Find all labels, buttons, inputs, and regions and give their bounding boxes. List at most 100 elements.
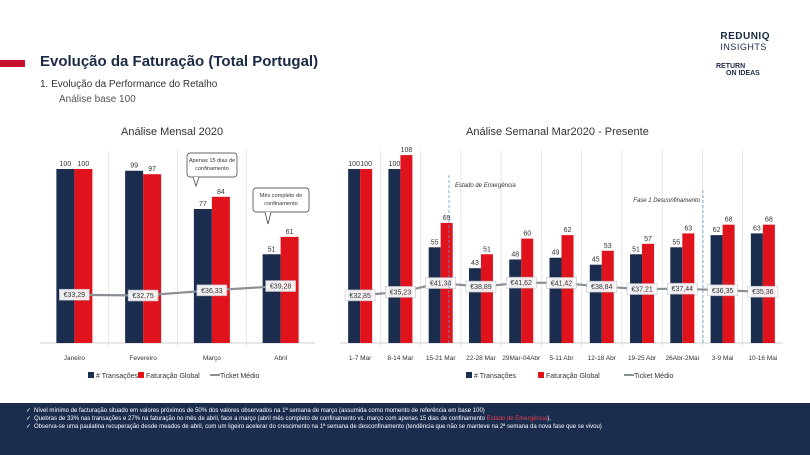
weekly-ticket-label: €35,36: [752, 289, 774, 296]
weekly-ticket-label-box: [385, 286, 416, 298]
weekly-bar-faturacao: [400, 155, 413, 343]
monthly-bar-faturacao: [74, 169, 93, 343]
weekly-ticket-label: €37,21: [631, 287, 653, 294]
weekly-label-transacoes: 48: [511, 251, 519, 258]
weekly-ticket-label-box: [425, 277, 456, 289]
monthly-chart-title: Análise Mensal 2020: [121, 126, 224, 138]
weekly-label-faturacao: 62: [564, 227, 572, 234]
callout-15-days-text: Apenas 15 dias de: [189, 158, 235, 164]
weekly-label-transacoes: 55: [431, 239, 439, 246]
monthly-ticket-label-box: [265, 280, 296, 292]
weekly-label-transacoes: 51: [632, 246, 640, 253]
weekly-ticket-label-box: [546, 277, 577, 289]
monthly-ticket-label-box: [59, 288, 90, 301]
weekly-bar-faturacao: [480, 254, 493, 343]
weekly-bar-faturacao: [521, 238, 534, 343]
monthly-bar-transacoes: [125, 170, 144, 343]
weekly-label-transacoes: 49: [552, 250, 560, 257]
weekly-bar-faturacao: [601, 250, 614, 343]
page-title: Evolução da Faturação (Total Portugal): [40, 53, 319, 70]
monthly-label-transacoes: 99: [130, 163, 138, 170]
weekly-category-label: 3-9 Mai: [712, 355, 734, 362]
monthly-legend-label: Ticket Médio: [220, 373, 260, 380]
monthly-category-label: Março: [203, 355, 221, 362]
weekly-ticket-label: €37,44: [672, 286, 694, 293]
monthly-legend-label: # Transações: [96, 373, 139, 380]
weekly-ticket-label: €41,42: [551, 280, 573, 287]
callout-15-days-pointer: [192, 176, 200, 188]
weekly-category-label: 8-14 Mar: [387, 355, 414, 362]
callout-full-month-pointer: [264, 211, 272, 225]
weekly-label-transacoes: 100: [389, 161, 401, 168]
weekly-legend-swatch-faturacao: [538, 372, 544, 378]
weekly-label-transacoes: 63: [753, 225, 761, 232]
weekly-category-label: 19-25 Abr: [628, 355, 657, 362]
monthly-label-transacoes: 51: [268, 246, 276, 253]
weekly-ticket-label-box: [465, 280, 497, 293]
monthly-category-label: Janeiro: [64, 355, 86, 362]
weekly-category-label: 26Abr-2Mai: [666, 355, 700, 362]
weekly-category-label: 15-21 Mar: [426, 355, 456, 362]
weekly-label-faturacao: 57: [644, 236, 652, 243]
monthly-ticket-label-box: [196, 284, 228, 297]
monthly-ticket-label: €39,28: [270, 284, 292, 291]
weekly-bar-faturacao: [762, 224, 775, 343]
weekly-category-label: 1-7 Mar: [349, 355, 372, 362]
weekly-legend-label: Faturação Global: [546, 373, 600, 380]
weekly-category-label: 10-16 Mai: [748, 355, 777, 362]
weekly-label-faturacao: 60: [523, 231, 531, 238]
monthly-legend-swatch-transacoes: [88, 372, 94, 378]
reduniq-logo: REDUNIQ INSIGHTS: [720, 31, 770, 53]
monthly-label-faturacao: 61: [286, 229, 294, 236]
footer-bullet-2: Quebras de 33% nas transações e 27% na f…: [26, 415, 810, 423]
monthly-label-transacoes: 77: [199, 201, 207, 208]
monthly-label-faturacao: 84: [217, 189, 225, 196]
monthly-bar-transacoes: [56, 169, 75, 343]
return-on-ideas-logo: RETURN ON IDEAS: [716, 63, 760, 77]
weekly-legend-label: Ticket Médio: [634, 373, 674, 380]
weekly-bar-transacoes: [348, 169, 361, 343]
accent-bar: [0, 60, 25, 67]
callout-full-month-text: Mês completo de: [260, 193, 303, 199]
monthly-ticket-label: €33,29: [64, 292, 86, 299]
weekly-ticket-label-box: [626, 283, 658, 295]
weekly-ticket-label-box: [667, 282, 698, 295]
monthly-ticket-line: [74, 284, 281, 297]
section-subtitle: 1. Evolução da Performance do Retalho: [40, 79, 218, 90]
monthly-bar-faturacao: [143, 174, 162, 343]
weekly-legend-label: # Transações: [474, 373, 517, 380]
footer-bullet-1: Nível mínimo de facturação situado em va…: [26, 407, 810, 415]
callout-full-month-text: confinamento: [264, 201, 298, 207]
weekly-category-label: 22-28 Mar: [466, 355, 496, 362]
monthly-bar-transacoes: [262, 254, 281, 343]
weekly-label-faturacao: 68: [765, 217, 773, 224]
monthly-category-label: Fevereiro: [129, 355, 157, 362]
weekly-ticket-label-box: [505, 276, 537, 289]
weekly-bar-faturacao: [561, 235, 574, 343]
callout-15-days: [186, 152, 238, 178]
weekly-label-faturacao: 63: [684, 225, 692, 232]
weekly-category-label: 29Mar-04Abr: [502, 355, 541, 362]
monthly-legend-swatch-faturacao: [138, 372, 144, 378]
monthly-bar-faturacao: [211, 196, 230, 343]
weekly-legend-swatch-transacoes: [466, 372, 472, 378]
weekly-label-transacoes: 55: [672, 239, 680, 246]
weekly-ticket-label: €36,35: [712, 288, 734, 295]
charts-canvas: 100 100 Janeiro 99 97 Fevereiro 77 84 Março 51 61 A…: [40, 147, 783, 380]
monthly-legend-label: Faturação Global: [146, 373, 200, 380]
weekly-label-faturacao: 51: [483, 246, 491, 253]
weekly-label-faturacao: 68: [725, 217, 733, 224]
monthly-label-faturacao: 97: [148, 166, 156, 173]
footer-notes: Nível mínimo de facturação situado em va…: [0, 403, 810, 455]
weekly-ticket-label: €41,62: [511, 280, 533, 287]
footer-bullet-3: Observa-se uma paulatina recuperação des…: [26, 423, 810, 431]
monthly-ticket-label-box: [127, 289, 159, 302]
deconfinement-annotation: Fase 1 Desconfinamento: [633, 198, 700, 204]
weekly-bar-transacoes: [468, 268, 481, 343]
weekly-ticket-label-box: [586, 280, 618, 293]
monthly-label-faturacao: 100: [78, 161, 90, 168]
weekly-bar-transacoes: [670, 247, 683, 343]
weekly-bar-transacoes: [428, 247, 441, 343]
weekly-label-transacoes: 100: [348, 161, 360, 168]
analysis-base-label: Análise base 100: [59, 94, 136, 105]
